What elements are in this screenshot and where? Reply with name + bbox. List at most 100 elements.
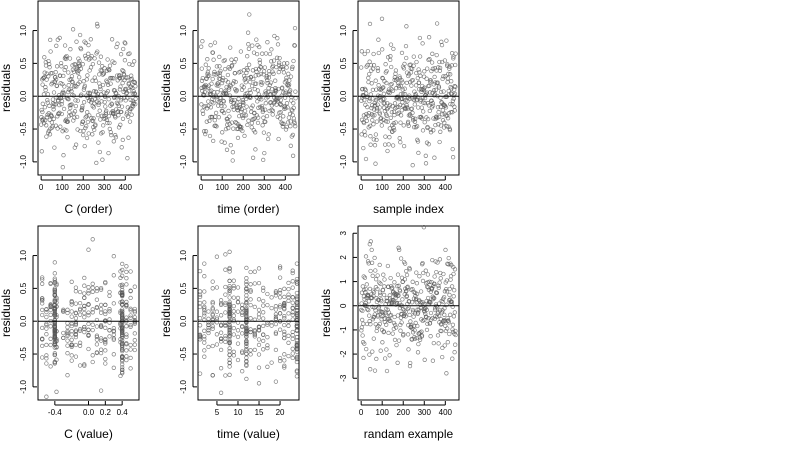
data-point	[231, 303, 236, 309]
data-point	[242, 113, 247, 118]
data-point	[90, 118, 96, 124]
data-point	[110, 109, 115, 114]
data-point	[239, 87, 245, 93]
data-point	[202, 304, 207, 310]
data-point	[412, 335, 417, 340]
data-point	[446, 71, 451, 77]
data-point	[272, 33, 277, 39]
data-point	[213, 123, 218, 128]
x-tick-label: 300	[418, 183, 432, 192]
data-point	[199, 44, 204, 49]
data-point	[62, 67, 67, 73]
data-point	[216, 115, 221, 120]
data-point	[416, 80, 422, 85]
data-point	[236, 96, 241, 101]
data-point	[383, 312, 388, 317]
data-point	[43, 85, 48, 90]
data-point	[398, 83, 403, 89]
data-point	[449, 284, 455, 289]
data-point	[437, 139, 442, 145]
data-point	[121, 68, 126, 74]
x-tick-label: 400	[439, 408, 453, 417]
data-point	[223, 333, 228, 339]
data-point	[240, 302, 245, 307]
data-point	[52, 299, 57, 305]
data-point	[120, 347, 125, 352]
data-point	[132, 284, 137, 289]
data-point	[452, 108, 457, 113]
y-tick-label: -1.0	[19, 379, 28, 393]
data-point	[111, 76, 116, 81]
data-point	[206, 309, 211, 314]
data-point	[387, 135, 392, 140]
data-point	[260, 107, 266, 113]
data-point	[363, 300, 368, 306]
data-point	[40, 109, 45, 115]
data-point	[80, 105, 85, 111]
data-point	[96, 60, 102, 65]
data-point	[418, 289, 424, 294]
data-point	[280, 121, 285, 126]
data-point	[103, 309, 108, 314]
data-point	[294, 374, 300, 379]
data-point	[422, 85, 427, 90]
data-point	[111, 254, 116, 259]
data-point	[273, 314, 279, 319]
data-point	[433, 122, 438, 128]
data-point	[90, 359, 95, 365]
data-point	[244, 296, 249, 301]
data-point	[225, 118, 230, 124]
data-point	[77, 75, 82, 80]
data-point	[52, 271, 57, 276]
data-point	[233, 79, 238, 85]
data-point	[433, 80, 438, 85]
data-point	[367, 242, 372, 247]
data-point	[200, 39, 205, 44]
data-point	[51, 107, 56, 112]
data-point	[432, 307, 438, 313]
data-point	[100, 64, 105, 69]
data-point	[69, 353, 74, 358]
data-point	[124, 324, 129, 329]
data-point	[252, 281, 257, 286]
data-point	[282, 322, 287, 328]
data-point	[277, 327, 283, 332]
data-point	[40, 118, 46, 123]
data-point	[120, 328, 125, 333]
data-point	[378, 297, 384, 302]
data-point	[124, 110, 130, 115]
data-point	[448, 273, 454, 279]
data-point	[440, 354, 445, 360]
data-point	[77, 343, 83, 348]
data-point	[406, 347, 411, 352]
data-point	[214, 124, 219, 129]
data-point	[119, 145, 124, 150]
data-point	[288, 124, 293, 129]
data-point	[82, 306, 87, 312]
data-point	[447, 286, 452, 292]
data-point	[98, 285, 104, 291]
data-point	[243, 113, 249, 118]
data-point	[366, 293, 371, 298]
data-point	[44, 356, 49, 361]
data-point	[294, 355, 300, 361]
data-point	[453, 342, 458, 347]
data-point	[54, 389, 59, 394]
data-point	[257, 44, 262, 50]
data-point	[82, 326, 87, 332]
data-point	[128, 269, 133, 274]
data-point	[52, 334, 57, 340]
data-point	[210, 299, 215, 305]
data-point	[248, 329, 253, 335]
data-point	[77, 312, 83, 317]
data-point	[47, 132, 53, 137]
data-point	[439, 42, 445, 48]
data-point	[76, 61, 81, 66]
data-point	[111, 365, 116, 370]
data-point	[73, 310, 79, 315]
data-point	[447, 66, 452, 71]
data-point	[240, 115, 246, 121]
data-point	[240, 128, 245, 134]
